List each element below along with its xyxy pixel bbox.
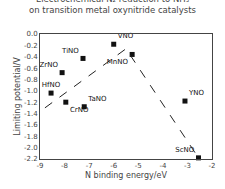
- svg-text:TiNO: TiNO: [61, 47, 79, 55]
- svg-text:MnNO: MnNO: [107, 58, 129, 66]
- svg-text:-6: -6: [110, 162, 118, 170]
- svg-text:YNO: YNO: [188, 89, 205, 97]
- svg-text:0.0: 0.0: [26, 30, 37, 38]
- svg-text:Electrochemical N₂ reduction t: Electrochemical N₂ reduction to NH₃on tr…: [29, 0, 196, 15]
- svg-text:ScNO: ScNO: [175, 146, 195, 154]
- svg-text:TaNO: TaNO: [87, 95, 107, 103]
- svg-text:-4: -4: [159, 162, 167, 170]
- svg-text:-2.2: -2.2: [24, 155, 38, 163]
- svg-text:-2.0: -2.0: [24, 144, 38, 152]
- svg-text:-1.4: -1.4: [24, 110, 38, 118]
- svg-text:HfNO: HfNO: [42, 81, 61, 89]
- svg-text:-0.6: -0.6: [24, 65, 38, 73]
- svg-text:ZrNO: ZrNO: [40, 61, 59, 69]
- svg-text:-1.0: -1.0: [24, 87, 38, 95]
- svg-text:N binding energy/eV: N binding energy/eV: [85, 171, 167, 180]
- svg-text:-9: -9: [37, 162, 44, 170]
- svg-text:-0.4: -0.4: [24, 53, 38, 61]
- svg-text:-3: -3: [184, 162, 191, 170]
- svg-text:CrNO: CrNO: [70, 106, 89, 114]
- svg-text:VNO: VNO: [118, 32, 134, 40]
- svg-text:-1.8: -1.8: [24, 133, 38, 141]
- svg-text:-7: -7: [86, 162, 93, 170]
- svg-text:-5: -5: [135, 162, 142, 170]
- svg-text:-8: -8: [61, 162, 68, 170]
- svg-text:-1.2: -1.2: [24, 99, 38, 107]
- svg-text:Limiting potential/V: Limiting potential/V: [13, 57, 22, 136]
- svg-text:-2: -2: [209, 162, 216, 170]
- svg-text:-1.6: -1.6: [24, 121, 38, 129]
- svg-text:-0.8: -0.8: [24, 76, 38, 84]
- svg-text:-0.2: -0.2: [24, 42, 38, 50]
